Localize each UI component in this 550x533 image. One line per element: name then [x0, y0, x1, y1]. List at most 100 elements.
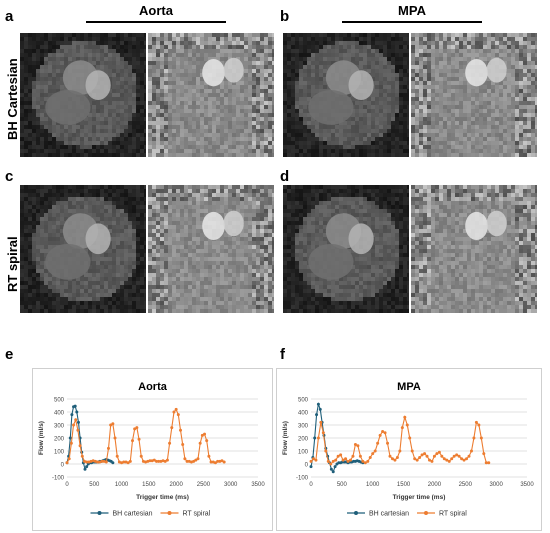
data-point [425, 454, 429, 458]
data-point [205, 439, 209, 443]
data-point [378, 433, 382, 437]
column-rule-mpa [342, 21, 482, 23]
data-point [172, 410, 176, 414]
data-point [192, 459, 196, 463]
data-point [395, 456, 399, 459]
data-point [427, 458, 431, 462]
data-point [122, 460, 126, 464]
data-point [472, 436, 476, 440]
data-point [400, 426, 404, 430]
mri-mpa-bh-phase [411, 33, 537, 157]
data-point [83, 467, 87, 471]
data-point [311, 457, 315, 461]
y-tick-label: 300 [54, 424, 65, 430]
data-point [344, 457, 348, 461]
data-point [104, 460, 108, 464]
chart-mpa-box: MPA -100 0 100 200 300 400 500 0 500 1000 1500 2000… [276, 368, 542, 531]
series-line-rt-spiral [66, 408, 225, 464]
data-point [383, 431, 387, 435]
panel-label-e: e [5, 346, 14, 363]
data-point [390, 457, 394, 461]
data-point [73, 404, 77, 408]
data-point [484, 461, 488, 465]
data-point [363, 461, 367, 465]
data-point [128, 459, 132, 463]
data-point [361, 459, 365, 463]
data-point [176, 413, 180, 417]
data-point [74, 418, 78, 422]
data-point [353, 443, 357, 446]
chart-aorta-title: Aorta [138, 381, 167, 393]
data-point [69, 441, 73, 445]
data-point [200, 433, 204, 437]
data-point [220, 459, 224, 463]
x-tick-label: 500 [89, 482, 100, 488]
chart-aorta-box: Aorta -100 0 100 200 300 400 500 0 500 1000 1500 20… [32, 368, 273, 531]
mri-mpa-rt-phase [411, 185, 537, 313]
x-tick-label: 3500 [520, 482, 534, 488]
data-point [309, 459, 313, 463]
data-point [358, 454, 362, 458]
legend-swatch-marker [424, 511, 428, 515]
panel-label-c: c [5, 168, 14, 185]
data-point [316, 436, 320, 440]
data-point [457, 454, 461, 458]
data-point [462, 458, 466, 462]
data-point [474, 420, 478, 424]
column-title-mpa: MPA [398, 3, 426, 18]
data-point [331, 470, 335, 474]
data-point [209, 460, 213, 464]
y-tick-label: 0 [61, 463, 65, 469]
x-tick-label: 2000 [169, 482, 183, 488]
data-point [356, 444, 360, 448]
data-point [222, 460, 226, 464]
y-tick-label: 100 [54, 450, 65, 456]
x-tick-label: 2500 [197, 482, 211, 488]
data-point [432, 454, 436, 458]
data-point [405, 423, 409, 427]
data-point [113, 436, 117, 440]
data-point [341, 458, 345, 462]
data-point [183, 457, 187, 461]
data-point [447, 459, 451, 463]
data-point [376, 441, 380, 445]
data-point [152, 458, 156, 462]
data-point [408, 436, 412, 440]
data-point [135, 426, 139, 430]
data-point [181, 443, 185, 446]
data-point [487, 461, 491, 465]
data-point [469, 449, 473, 453]
data-point [346, 459, 350, 463]
x-tick-label: 0 [65, 482, 69, 488]
data-point [100, 459, 104, 463]
data-point [148, 459, 152, 463]
data-point [398, 449, 402, 453]
data-point [174, 407, 178, 411]
data-point [339, 453, 343, 457]
data-point [198, 441, 202, 445]
data-point [194, 458, 198, 462]
data-point [163, 459, 167, 463]
data-point [185, 459, 189, 463]
mri-aorta-bh-magnitude [20, 33, 146, 157]
data-point [329, 462, 333, 466]
mri-aorta-rt-magnitude [20, 185, 146, 313]
data-point [75, 410, 79, 414]
x-tick-label: 3500 [251, 482, 265, 488]
data-point [309, 465, 313, 469]
x-tick-label: 1500 [142, 482, 156, 488]
legend-label: BH cartesian [369, 511, 409, 518]
legend-label: RT spiral [183, 511, 211, 518]
data-point [318, 407, 322, 411]
data-point [348, 458, 352, 462]
data-point [373, 449, 377, 453]
mri-mpa-bh-magnitude [283, 33, 409, 157]
data-point [196, 457, 200, 461]
data-point [154, 459, 158, 463]
data-point [467, 454, 471, 458]
data-point [106, 446, 110, 450]
data-point [415, 458, 419, 462]
y-tick-label: 0 [305, 463, 309, 469]
legend-swatch-marker [167, 511, 172, 515]
